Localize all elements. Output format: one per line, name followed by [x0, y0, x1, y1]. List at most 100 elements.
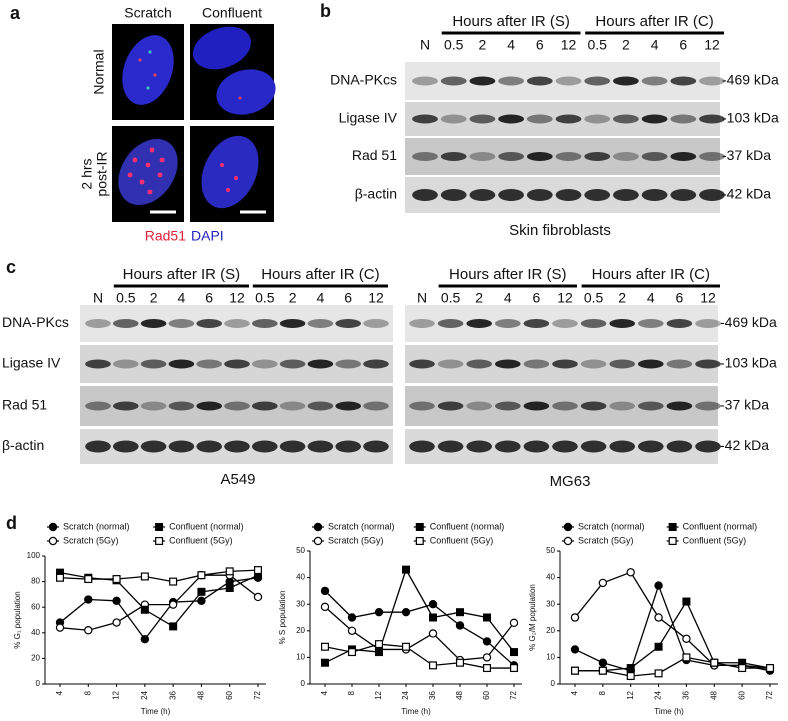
caption: Skin fibroblasts: [509, 222, 611, 239]
band: [335, 440, 362, 453]
panel-label: a: [10, 3, 21, 23]
band: [498, 152, 524, 161]
band: [251, 401, 278, 411]
band: [279, 359, 306, 369]
point: [570, 613, 580, 622]
point: [112, 618, 121, 627]
y-tick-label: 50: [296, 546, 305, 555]
lane-label: 2: [622, 37, 630, 53]
band: [440, 152, 467, 161]
lane-label: N: [93, 290, 103, 306]
foci: [127, 147, 165, 195]
band: [307, 319, 334, 328]
lane-label: 2: [475, 290, 483, 306]
band: [412, 114, 438, 124]
size-label: -37 kDa: [722, 147, 771, 163]
point: [320, 602, 330, 612]
point: [402, 642, 411, 651]
lane-label: 2: [150, 290, 158, 306]
y-tick-label: 20: [546, 626, 555, 635]
caption: MG63: [550, 473, 591, 490]
band: [666, 359, 693, 369]
band: [335, 359, 362, 369]
band: [440, 189, 467, 201]
band: [637, 401, 664, 411]
lane-label: 2: [289, 290, 297, 306]
point: [482, 653, 492, 662]
x-tick-label: 4: [55, 690, 64, 695]
point: [428, 629, 438, 638]
band: [469, 76, 496, 86]
lane-label: 4: [317, 290, 325, 306]
lane-label: 0.5: [444, 37, 464, 53]
legend-marker: [48, 522, 58, 532]
protein-label: Ligase IV: [339, 110, 398, 126]
band: [196, 440, 223, 453]
band: [363, 440, 389, 453]
lane-label: 12: [557, 290, 573, 306]
y-axis-label: % G₁ population: [13, 591, 22, 648]
y-tick-label: 40: [546, 573, 555, 582]
band: [469, 152, 496, 161]
x-tick-label: 12: [626, 690, 635, 699]
band: [670, 189, 697, 201]
band: [695, 440, 721, 453]
band: [699, 114, 725, 124]
legend-label: Scratch (normal): [328, 521, 395, 531]
legend-label: Scratch (5Gy): [63, 535, 119, 545]
lane-label: 0.5: [584, 290, 604, 306]
y-tick-label: 80: [31, 577, 40, 586]
point: [112, 596, 121, 606]
focus: [146, 86, 150, 90]
point: [320, 586, 330, 596]
point: [455, 621, 465, 630]
legend-label: Scratch (normal): [63, 521, 130, 531]
point: [682, 653, 691, 662]
band: [112, 401, 139, 411]
focus: [153, 73, 157, 77]
band: [469, 189, 496, 201]
legend-marker: [563, 536, 573, 546]
band: [526, 76, 553, 86]
band: [498, 189, 524, 201]
point: [682, 634, 691, 643]
band: [494, 440, 521, 453]
x-tick-label: 4: [570, 690, 579, 695]
band: [580, 359, 607, 369]
band: [409, 319, 435, 328]
legend-label: Confluent (5Gy): [169, 535, 233, 545]
band: [699, 76, 725, 86]
point: [84, 595, 93, 604]
nucleus: [201, 135, 259, 209]
point: [428, 600, 438, 609]
band: [224, 440, 250, 453]
band: [168, 401, 195, 411]
y-tick-label: 10: [296, 653, 305, 662]
series-line: [324, 590, 515, 666]
series-line: [575, 656, 770, 677]
band: [412, 76, 438, 86]
x-tick-label: 36: [168, 690, 177, 699]
x-axis-label: Time (h): [401, 707, 431, 716]
band: [555, 189, 582, 201]
size-label: -42 kDa: [722, 186, 771, 202]
band: [555, 76, 582, 86]
x-tick-label: 24: [654, 690, 663, 699]
lane-label: 12: [704, 37, 720, 53]
band: [437, 401, 464, 411]
row-label: Normal: [91, 49, 107, 94]
point: [654, 613, 663, 622]
protein-label: β-actin: [355, 186, 397, 202]
point: [482, 637, 492, 646]
lane-label: N: [417, 290, 427, 306]
band: [666, 440, 693, 453]
band: [224, 401, 250, 411]
band: [140, 440, 167, 453]
band: [251, 359, 278, 369]
band: [168, 440, 195, 453]
x-tick-label: 60: [482, 690, 491, 699]
band: [526, 114, 553, 124]
band: [523, 359, 550, 369]
point: [510, 664, 519, 673]
point: [456, 658, 465, 667]
